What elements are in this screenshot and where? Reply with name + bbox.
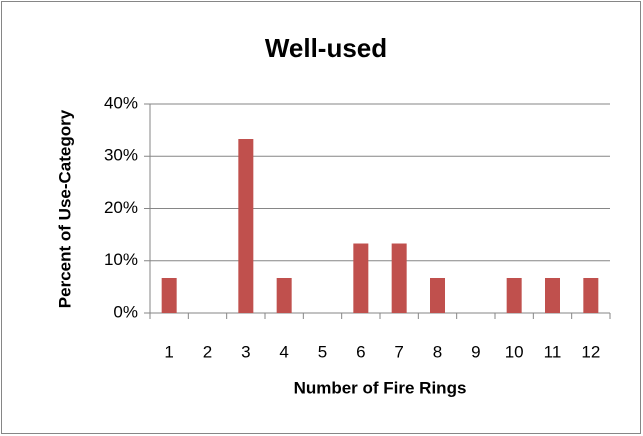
x-tick-label: 10 <box>505 342 524 361</box>
bar <box>506 277 522 313</box>
x-tick-label: 5 <box>318 342 327 361</box>
bar <box>583 277 599 313</box>
x-tick-label: 6 <box>356 342 365 361</box>
bar <box>276 277 292 313</box>
y-tick-label: 0% <box>113 302 138 321</box>
bar <box>353 243 369 313</box>
x-tick-label: 7 <box>394 342 403 361</box>
bar <box>238 139 254 313</box>
x-tick-label: 4 <box>279 342 288 361</box>
bar <box>430 277 445 313</box>
chart-title: Well-used <box>265 33 387 63</box>
x-axis-label: Number of Fire Rings <box>294 378 467 397</box>
x-tick-label: 1 <box>164 342 173 361</box>
x-tick-label: 3 <box>241 342 250 361</box>
y-tick-label: 20% <box>104 198 138 217</box>
y-tick-label: 40% <box>104 93 138 112</box>
x-tick-label: 8 <box>433 342 442 361</box>
x-tick-label: 12 <box>581 342 600 361</box>
x-tick-label: 2 <box>203 342 212 361</box>
y-tick-label: 10% <box>104 250 138 269</box>
bar <box>391 243 407 313</box>
x-tick-label: 9 <box>471 342 480 361</box>
x-tick-label: 11 <box>544 342 562 361</box>
y-tick-label: 30% <box>104 146 138 165</box>
y-axis-label: Percent of Use-Category <box>55 109 74 308</box>
bar <box>545 277 560 313</box>
bar <box>161 277 177 313</box>
